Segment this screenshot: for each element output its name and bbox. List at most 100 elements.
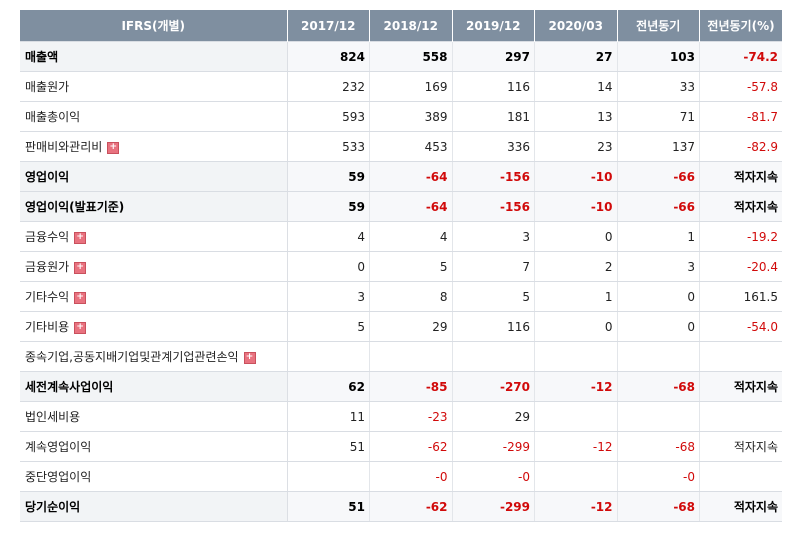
table-body: 매출액 824 558 297 27 103 -74.2 매출원가 232 169 116 14 33-… — [20, 41, 782, 522]
value-cell: 적자지속 — [699, 191, 782, 222]
value-cell: -54.0 — [699, 311, 782, 342]
value-cell: -12 — [534, 371, 617, 402]
value-cell: 27 — [534, 41, 617, 72]
value-cell: 3 — [616, 251, 700, 282]
value-cell: 7 — [451, 251, 535, 282]
value-cell — [534, 341, 617, 372]
plus-icon[interactable]: + — [107, 141, 120, 154]
table-row: 세전계속사업이익 62 -85 -270 -12 -68 적자지속 — [20, 371, 782, 402]
value-cell: -156 — [451, 191, 535, 222]
row-label: 종속기업,공동지배기업및관계기업관련손익 — [25, 350, 239, 364]
value-cell: -10 — [534, 191, 617, 222]
value-cell: 389 — [369, 101, 452, 132]
value-cell: -299 — [451, 491, 535, 522]
value-cell: 0 — [616, 281, 700, 312]
value-cell: -68 — [616, 491, 700, 522]
row-label: 중단영업이익 — [25, 470, 92, 484]
value-cell: -0 — [369, 461, 452, 492]
row-label-cell: 당기순이익 — [20, 491, 288, 522]
value-cell — [616, 341, 700, 372]
row-label: 금융수익 — [25, 230, 70, 244]
value-cell — [699, 401, 782, 432]
value-cell — [616, 401, 700, 432]
value-cell: -299 — [451, 431, 535, 462]
plus-icon[interactable]: + — [243, 351, 256, 364]
value-cell — [534, 401, 617, 432]
value-cell — [286, 341, 370, 372]
value-cell: 8 — [369, 281, 452, 312]
header-col-prev-period: 전년동기 — [616, 10, 700, 42]
value-cell — [699, 461, 782, 492]
value-cell: 적자지속 — [699, 161, 782, 192]
value-cell: 4 — [369, 221, 452, 252]
value-cell: 적자지속 — [699, 371, 782, 402]
table-row: 매출원가 232 169 116 14 33 -57.8 — [20, 71, 782, 102]
row-label: 기타비용 — [25, 320, 70, 334]
value-cell: 33 — [616, 71, 700, 102]
plus-icon[interactable]: + — [74, 291, 87, 304]
table-row: 금융수익 +4 4 3 0 1 -19.2 — [20, 221, 782, 252]
value-cell: 5 — [369, 251, 452, 282]
value-cell: 116 — [451, 311, 535, 342]
value-cell: -0 — [616, 461, 700, 492]
row-label-cell: 종속기업,공동지배기업및관계기업관련손익 + — [20, 341, 288, 372]
table-row: 종속기업,공동지배기업및관계기업관련손익 + — [20, 341, 782, 372]
value-cell: 적자지속 — [699, 491, 782, 522]
financial-statement-table: IFRS(개별) 2017/12 2018/12 2019/12 2020/03… — [20, 10, 782, 522]
row-label-cell: 영업이익 — [20, 161, 288, 192]
value-cell: 336 — [451, 131, 535, 162]
value-cell: 5 — [286, 311, 370, 342]
plus-icon[interactable]: + — [74, 321, 87, 334]
row-label: 매출원가 — [25, 80, 70, 94]
value-cell: 558 — [369, 41, 452, 72]
value-cell: -66 — [616, 161, 700, 192]
value-cell: 824 — [286, 41, 370, 72]
row-label: 계속영업이익 — [25, 440, 92, 454]
header-col-2020-03[interactable]: 2020/03 — [534, 10, 617, 42]
header-col-2019-12[interactable]: 2019/12 — [451, 10, 535, 42]
header-col-2017-12[interactable]: 2017/12 — [286, 10, 370, 42]
row-label: 판매비와관리비 — [25, 140, 103, 154]
row-label: 세전계속사업이익 — [25, 380, 114, 394]
value-cell: -64 — [369, 161, 452, 192]
row-label-cell: 기타비용 + — [20, 311, 288, 342]
header-label: IFRS(개별) — [20, 10, 287, 42]
header-col-prev-period-pct: 전년동기(%) — [699, 10, 782, 42]
plus-icon[interactable]: + — [74, 261, 87, 274]
table-row: 계속영업이익 51 -62 -299 -12 -68 적자지속 — [20, 431, 782, 462]
row-label: 법인세비용 — [25, 410, 81, 424]
row-label: 영업이익 — [25, 170, 70, 184]
header-col-2018-12[interactable]: 2018/12 — [369, 10, 452, 42]
value-cell: -81.7 — [699, 101, 782, 132]
table-row: 기타수익 +3 8 5 1 0 161.5 — [20, 281, 782, 312]
table-row: 기타비용 +5 29 116 0 0 -54.0 — [20, 311, 782, 342]
value-cell: 181 — [451, 101, 535, 132]
value-cell: 51 — [286, 491, 370, 522]
table-row: 매출액 824 558 297 27 103 -74.2 — [20, 41, 782, 72]
value-cell: 59 — [286, 161, 370, 192]
value-cell: -66 — [616, 191, 700, 222]
value-cell: -12 — [534, 491, 617, 522]
value-cell: 0 — [616, 311, 700, 342]
value-cell: -64 — [369, 191, 452, 222]
value-cell: 4 — [286, 221, 370, 252]
row-label-cell: 기타수익 + — [20, 281, 288, 312]
value-cell: 1 — [616, 221, 700, 252]
value-cell: 103 — [616, 41, 700, 72]
value-cell: 71 — [616, 101, 700, 132]
value-cell: -85 — [369, 371, 452, 402]
value-cell: -62 — [369, 431, 452, 462]
row-label: 금융원가 — [25, 260, 70, 274]
value-cell: -62 — [369, 491, 452, 522]
table-row: 판매비와관리비 +533 453 336 23 137 -82.9 — [20, 131, 782, 162]
row-label-cell: 금융수익 + — [20, 221, 288, 252]
value-cell: 533 — [286, 131, 370, 162]
plus-icon[interactable]: + — [74, 231, 87, 244]
value-cell: 593 — [286, 101, 370, 132]
value-cell: 116 — [451, 71, 535, 102]
value-cell — [451, 341, 535, 372]
row-label-cell: 매출총이익 — [20, 101, 288, 132]
value-cell: 161.5 — [699, 281, 782, 312]
value-cell: -20.4 — [699, 251, 782, 282]
value-cell: 137 — [616, 131, 700, 162]
